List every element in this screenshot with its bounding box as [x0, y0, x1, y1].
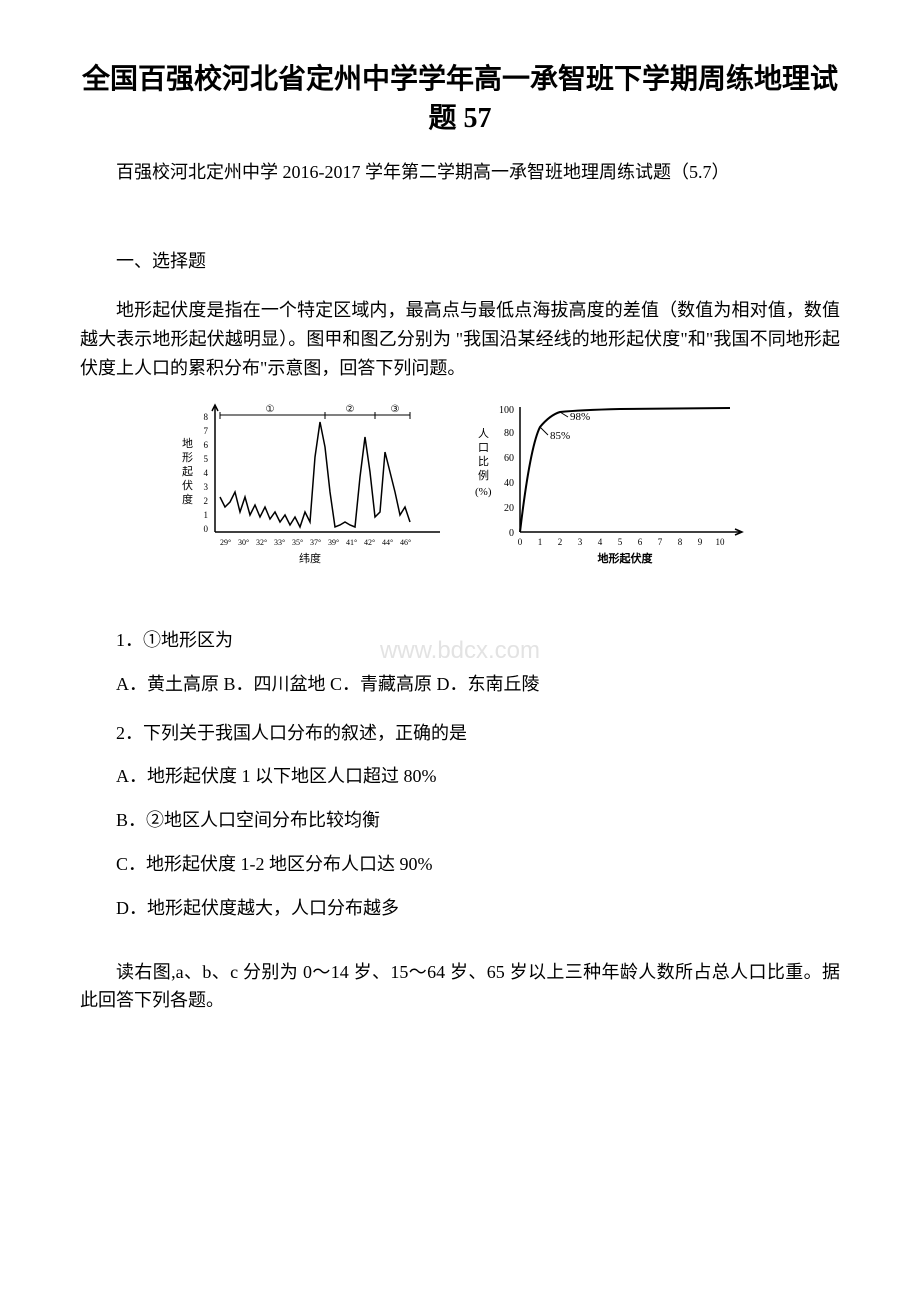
q2-option-b: B．②地区人口空间分布比较均衡 [80, 806, 840, 835]
svg-text:30°: 30° [238, 538, 249, 547]
svg-text:40: 40 [504, 478, 514, 489]
q3-intro: 读右图,a、b、c 分别为 0～14 岁、15～64 岁、65 岁以上三种年龄人… [80, 958, 840, 1016]
svg-text:41°: 41° [346, 538, 357, 547]
svg-text:98%: 98% [570, 411, 590, 423]
svg-text:4: 4 [204, 468, 209, 478]
svg-text:3: 3 [578, 537, 583, 547]
svg-text:②: ② [346, 404, 355, 415]
svg-text:③: ③ [391, 404, 400, 415]
svg-text:3: 3 [204, 482, 209, 492]
svg-text:比: 比 [478, 455, 489, 468]
svg-text:5: 5 [204, 454, 209, 464]
svg-text:60: 60 [504, 453, 514, 464]
charts-container: 0 1 2 3 4 5 6 7 8 地 形 起 伏 度 29° 30° 32° … [80, 397, 840, 576]
q2-text: 2．下列关于我国人口分布的叙述，正确的是 [80, 719, 840, 748]
chart-left: 0 1 2 3 4 5 6 7 8 地 形 起 伏 度 29° 30° 32° … [170, 397, 450, 567]
svg-text:80: 80 [504, 428, 514, 439]
svg-text:7: 7 [658, 537, 663, 547]
svg-text:6: 6 [204, 440, 209, 450]
svg-text:起: 起 [182, 465, 193, 478]
svg-text:32°: 32° [256, 538, 267, 547]
chart-left-wrapper: 0 1 2 3 4 5 6 7 8 地 形 起 伏 度 29° 30° 32° … [170, 397, 450, 576]
svg-text:0: 0 [509, 528, 514, 539]
svg-text:20: 20 [504, 503, 514, 514]
svg-text:2: 2 [204, 496, 209, 506]
svg-text:46°: 46° [400, 538, 411, 547]
q1-options: A．黄土高原 B．四川盆地 C．青藏高原 D．东南丘陵 [80, 670, 840, 699]
svg-text:37°: 37° [310, 538, 321, 547]
svg-text:4: 4 [598, 537, 603, 547]
svg-text:2: 2 [558, 537, 563, 547]
svg-text:纬度: 纬度 [299, 551, 321, 565]
svg-text:①: ① [266, 404, 275, 415]
intro-paragraph: 地形起伏度是指在一个特定区域内，最高点与最低点海拔高度的差值（数值为相对值，数值… [80, 296, 840, 382]
chart-right-wrapper: 0 20 40 60 80 100 人 口 比 例 (%) 0 1 2 3 4 … [470, 397, 750, 576]
svg-text:85%: 85% [550, 430, 570, 442]
chart-right: 0 20 40 60 80 100 人 口 比 例 (%) 0 1 2 3 4 … [470, 397, 750, 567]
svg-text:33°: 33° [274, 538, 285, 547]
svg-text:地: 地 [182, 437, 193, 450]
svg-text:44°: 44° [382, 538, 393, 547]
svg-text:35°: 35° [292, 538, 303, 547]
svg-text:例: 例 [478, 468, 489, 482]
page-subtitle: 百强校河北定州中学 2016-2017 学年第二学期高一承智班地理周练试题（5.… [80, 158, 840, 187]
svg-text:10: 10 [716, 537, 726, 547]
svg-text:1: 1 [204, 510, 209, 520]
svg-text:7: 7 [204, 426, 209, 436]
svg-text:29°: 29° [220, 538, 231, 547]
svg-text:1: 1 [538, 537, 543, 547]
svg-text:人: 人 [478, 427, 489, 440]
svg-text:8: 8 [678, 537, 683, 547]
svg-text:6: 6 [638, 537, 643, 547]
svg-text:0: 0 [518, 537, 523, 547]
svg-text:100: 100 [499, 405, 514, 416]
section-heading: 一、选择题 [80, 247, 840, 276]
q2-option-d: D．地形起伏度越大，人口分布越多 [80, 894, 840, 923]
svg-text:(%): (%) [475, 486, 492, 498]
svg-text:42°: 42° [364, 538, 375, 547]
q2-option-c: C．地形起伏度 1-2 地区分布人口达 90% [80, 850, 840, 879]
q1-text: 1．①地形区为 [80, 626, 840, 655]
svg-text:地形起伏度: 地形起伏度 [598, 551, 654, 565]
svg-text:5: 5 [618, 537, 623, 547]
q2-option-a: A．地形起伏度 1 以下地区人口超过 80% [80, 762, 840, 791]
svg-text:39°: 39° [328, 538, 339, 547]
svg-text:度: 度 [182, 492, 193, 506]
svg-text:0: 0 [204, 524, 209, 534]
svg-text:9: 9 [698, 537, 703, 547]
svg-text:伏: 伏 [182, 478, 193, 492]
svg-text:形: 形 [182, 451, 193, 464]
svg-text:8: 8 [204, 412, 209, 422]
svg-text:口: 口 [478, 442, 489, 454]
page-title: 全国百强校河北省定州中学学年高一承智班下学期周练地理试题 57 [80, 60, 840, 138]
